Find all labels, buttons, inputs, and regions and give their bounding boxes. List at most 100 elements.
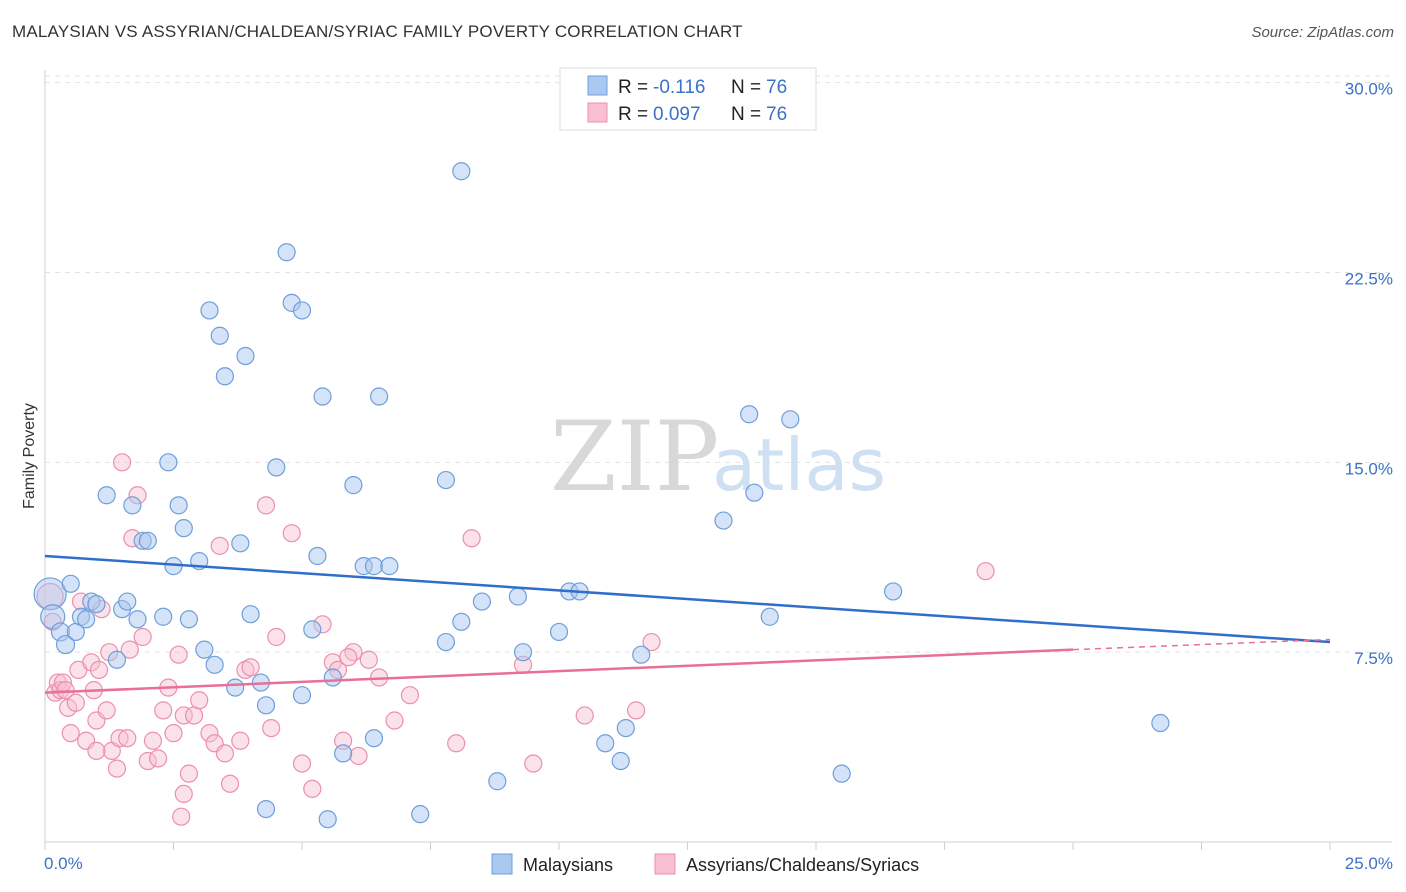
point-assyrians-64	[400, 686, 420, 705]
point-assyrians-30	[143, 731, 163, 750]
point-malaysians-25	[195, 640, 214, 659]
legend-r-value-1: -0.116	[653, 77, 705, 98]
point-malaysians-62	[549, 622, 569, 642]
watermark: ZIP atlas	[550, 401, 886, 513]
point-assyrians-37	[174, 706, 193, 725]
point-assyrians-41	[200, 724, 219, 743]
point-malaysians-67	[616, 718, 635, 738]
legend: R = -0.116 N = 76 R = 0.097 N = 76	[559, 67, 817, 131]
point-malaysians-23	[179, 610, 199, 629]
series-malaysians-points	[33, 162, 1170, 829]
point-assyrians-73	[174, 784, 193, 804]
point-malaysians-77	[452, 162, 471, 181]
trend-line-assyrians-extension	[1072, 638, 1331, 651]
legend-n-label-1: N =	[731, 77, 761, 98]
point-malaysians-52	[370, 387, 389, 406]
point-malaysians-41	[292, 686, 312, 705]
point-malaysians-61	[513, 643, 533, 662]
point-malaysians-76	[1151, 713, 1170, 733]
point-malaysians-21	[169, 496, 188, 515]
point-assyrians-75	[976, 562, 995, 581]
point-malaysians-44	[313, 387, 332, 406]
point-assyrians-31	[148, 749, 168, 768]
point-malaysians-17	[138, 531, 157, 550]
point-assyrians-65	[447, 734, 466, 753]
legend-r-value-2: 0.097	[653, 104, 701, 125]
legend-r-label-2: R =	[618, 104, 648, 125]
point-assyrians-51	[267, 627, 286, 647]
point-assyrians-52	[282, 524, 301, 543]
x-tick-labels: 0.0% 25.0%	[44, 854, 1393, 873]
point-malaysians-45	[318, 810, 337, 829]
y-tick-label-0: 7.5%	[1354, 649, 1393, 668]
source-label: Source: ZipAtlas.com	[1251, 24, 1394, 41]
legend-n-label-2: N =	[731, 104, 761, 125]
point-malaysians-15	[128, 610, 147, 629]
y-axis-label: Family Poverty	[21, 403, 38, 509]
point-malaysians-72	[760, 607, 779, 626]
point-assyrians-63	[385, 711, 404, 730]
point-assyrians-44	[215, 744, 234, 763]
point-malaysians-48	[344, 476, 363, 495]
point-malaysians-53	[380, 557, 399, 576]
point-malaysians-29	[215, 367, 234, 386]
point-malaysians-9	[87, 594, 106, 614]
point-assyrians-49	[256, 496, 276, 515]
point-malaysians-30	[226, 678, 245, 697]
point-assyrians-50	[262, 718, 281, 738]
point-assyrians-23	[112, 453, 132, 472]
point-malaysians-26	[200, 301, 219, 320]
point-malaysians-75	[883, 582, 903, 601]
point-malaysians-37	[267, 458, 286, 477]
trend-line-assyrians	[44, 648, 1074, 694]
point-assyrians-59	[344, 643, 363, 662]
point-malaysians-46	[323, 668, 342, 687]
point-assyrians-21	[107, 759, 127, 778]
point-assyrians-43	[210, 536, 229, 555]
trend-line-malaysians	[44, 554, 1331, 644]
point-assyrians-66	[462, 529, 481, 548]
point-assyrians-24	[118, 729, 137, 748]
point-malaysians-59	[488, 772, 507, 791]
point-malaysians-32	[236, 346, 255, 366]
point-malaysians-40	[292, 301, 312, 320]
y-tick-label-3: 30.0%	[1345, 80, 1393, 99]
point-assyrians-40	[190, 691, 209, 710]
point-assyrians-74	[339, 648, 358, 667]
point-assyrians-68	[524, 754, 543, 773]
point-malaysians-13	[118, 592, 137, 611]
point-assyrians-54	[303, 779, 322, 798]
bottom-legend-swatch-malaysians	[491, 853, 513, 875]
point-malaysians-11	[107, 650, 127, 669]
point-assyrians-53	[292, 754, 312, 773]
point-assyrians-16	[89, 660, 109, 679]
point-assyrians-13	[82, 653, 101, 672]
point-assyrians-34	[164, 724, 183, 743]
point-assyrians-47	[236, 660, 255, 679]
point-assyrians-45	[220, 774, 240, 793]
point-malaysians-60	[508, 587, 527, 606]
point-malaysians-27	[205, 655, 224, 674]
point-malaysians-19	[159, 453, 178, 472]
legend-n-value-2: 76	[766, 104, 787, 125]
point-assyrians-72	[87, 741, 106, 760]
point-assyrians-9	[66, 693, 85, 712]
point-malaysians-54	[411, 805, 430, 824]
point-assyrians-32	[154, 701, 173, 720]
point-malaysians-35	[256, 696, 276, 715]
legend-swatch-assyrians	[587, 102, 608, 123]
point-assyrians-36	[172, 807, 191, 826]
trend-lines	[44, 554, 1331, 694]
point-malaysians-22	[174, 519, 193, 538]
y-tick-labels: 7.5% 15.0% 22.5% 30.0%	[1345, 80, 1393, 669]
point-assyrians-39	[184, 706, 204, 725]
point-malaysians-73	[781, 410, 800, 429]
bottom-legend-swatch-assyrians	[654, 853, 676, 875]
point-malaysians-51	[364, 557, 384, 576]
point-malaysians-66	[611, 751, 630, 771]
point-assyrians-60	[349, 746, 368, 766]
point-assyrians-70	[626, 701, 646, 720]
point-malaysians-42	[303, 620, 322, 639]
point-malaysians-33	[241, 605, 260, 624]
